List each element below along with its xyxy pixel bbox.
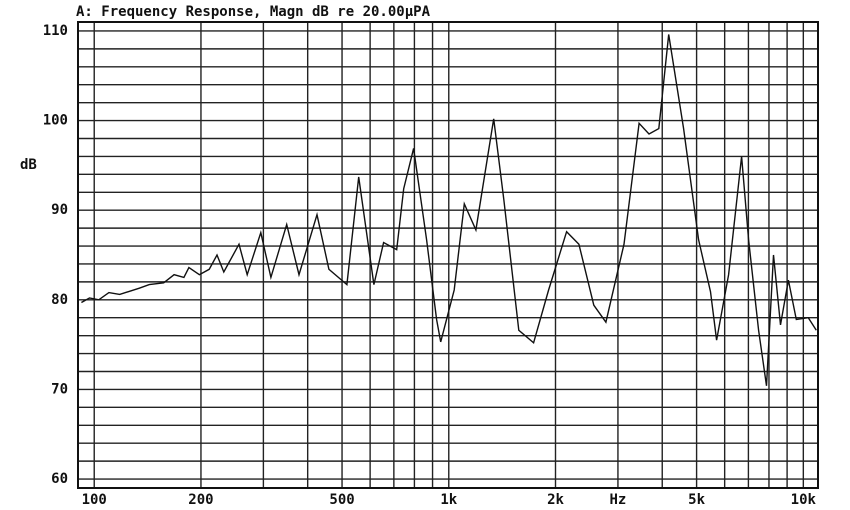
plot-frame [77, 21, 819, 489]
x-tick-label: 100 [82, 492, 107, 508]
x-tick-label: 500 [329, 492, 354, 508]
y-tick-label: 90 [51, 202, 68, 218]
y-tick-label: 60 [51, 471, 68, 487]
data-line [81, 34, 817, 386]
x-tick-label: 2k [547, 492, 564, 508]
y-axis-label: dB [20, 157, 37, 173]
x-tick-label: 1k [440, 492, 457, 508]
x-tick-label: 10k [791, 492, 817, 508]
x-tick-label: Hz [610, 492, 627, 508]
x-tick-label: 200 [188, 492, 213, 508]
y-tick-label: 100 [43, 113, 68, 129]
y-tick-label: 110 [43, 23, 68, 39]
y-tick-label: 70 [51, 381, 68, 397]
chart-title: A: Frequency Response, Magn dB re 20.00µ… [76, 4, 431, 20]
y-tick-label: 80 [51, 292, 68, 308]
x-tick-label: 5k [688, 492, 705, 508]
